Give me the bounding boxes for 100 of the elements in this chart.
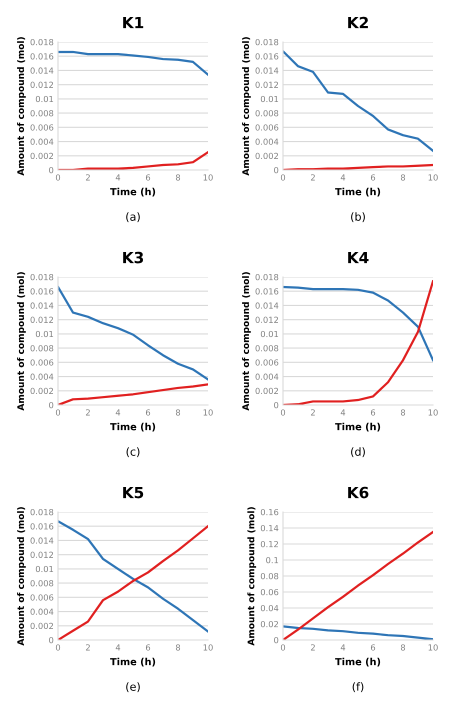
y-tick-label: 0.002 (256, 388, 278, 394)
x-tick-label: 8 (176, 409, 180, 416)
y-tick-label: 0.002 (30, 152, 53, 160)
y-tick-label: 0.014 (30, 67, 54, 74)
y-tick-label: 0.014 (256, 302, 278, 309)
x-tick-label: 6 (146, 174, 150, 181)
x-tick-label: 4 (340, 644, 346, 650)
y-tick-label: 0.01 (260, 330, 278, 338)
line-series (58, 50, 208, 76)
text: (e) (126, 682, 140, 692)
line-series (283, 50, 433, 152)
y-tick-label: 0.01 (36, 566, 54, 572)
line-series (283, 286, 433, 362)
y-tick-label: 0.006 (256, 359, 278, 366)
x-axis-title: Time (h) (335, 422, 380, 432)
y-tick-label: 0.01 (36, 330, 54, 338)
y-tick-label: 0.002 (30, 622, 53, 630)
y-tick-label: 0 (49, 402, 54, 408)
x-axis-title: Time (h) (110, 422, 156, 432)
y-axis-title: Amount of compound (mol) (17, 272, 26, 411)
y-tick-label: 0 (274, 402, 278, 408)
x-tick-label: 2 (310, 174, 315, 180)
y-tick-label: 0.004 (256, 138, 278, 145)
y-tick-label: 0.004 (30, 608, 54, 615)
text: (a) (126, 212, 140, 222)
y-tick-label: 0.012 (256, 316, 278, 323)
y-tick-label: 0.016 (30, 288, 54, 295)
y-axis-title: Amount of compound (mol) (17, 37, 26, 176)
y-tick-label: 0.004 (256, 374, 278, 380)
y-tick-label: 0.008 (30, 580, 54, 586)
x-tick-label: 2 (86, 174, 90, 180)
x-tick-label: 6 (146, 644, 150, 651)
y-tick-label: 0.016 (256, 53, 278, 60)
y-tick-label: 0.018 (256, 38, 278, 46)
y-axis-title: Amount of compound (mol) (242, 272, 251, 411)
x-tick-label: 0 (56, 174, 60, 181)
x-tick-label: 10 (428, 409, 438, 416)
y-tick-label: 0.006 (256, 124, 278, 131)
y-tick-label: 0.014 (30, 302, 54, 309)
x-tick-label: 0 (56, 409, 60, 416)
x-tick-label: 0 (280, 174, 286, 181)
y-axis-title: Amount of compound (mol) (242, 37, 251, 176)
chart-title: K1 (123, 16, 144, 28)
x-axis-title: Time (h) (110, 188, 156, 196)
x-tick-label: 10 (204, 174, 213, 181)
y-tick-label: 0.018 (256, 274, 278, 280)
text: (c) (126, 447, 140, 458)
y-tick-label: 0 (49, 636, 54, 644)
x-tick-label: 8 (400, 644, 406, 651)
x-tick-label: 6 (370, 174, 376, 181)
y-tick-label: 0 (274, 166, 278, 174)
x-tick-label: 6 (370, 409, 376, 416)
x-tick-label: 8 (400, 409, 406, 416)
chart-title: K4 (348, 252, 369, 264)
text: (d) (351, 447, 365, 458)
x-tick-label: 4 (116, 644, 120, 650)
y-tick-label: 0.008 (30, 110, 54, 116)
y-tick-label: 0 (274, 636, 278, 644)
text: (f) (352, 682, 364, 692)
y-tick-label: 0.016 (30, 523, 54, 530)
y-tick-label: 0.008 (256, 345, 278, 352)
y-tick-label: 0.018 (30, 508, 54, 516)
y-tick-label: 0.008 (30, 345, 54, 352)
y-tick-label: 0.04 (260, 604, 278, 612)
x-tick-label: 2 (310, 644, 315, 650)
x-tick-label: 4 (116, 174, 120, 180)
y-tick-label: 0.008 (256, 110, 278, 116)
y-tick-label: 0.14 (260, 524, 278, 532)
x-tick-label: 10 (428, 174, 438, 181)
y-tick-label: 0.16 (260, 508, 278, 516)
y-tick-label: 0.01 (36, 96, 54, 102)
y-tick-label: 0.1 (266, 556, 278, 564)
x-tick-label: 2 (310, 409, 315, 416)
x-tick-label: 8 (176, 644, 180, 651)
x-axis-title: Time (h) (335, 188, 380, 196)
line-series (283, 280, 433, 405)
line-series (58, 286, 208, 381)
x-axis-title: Time (h) (110, 658, 156, 666)
x-tick-label: 10 (428, 644, 438, 651)
y-tick-label: 0.004 (30, 138, 54, 145)
y-tick-label: 0.014 (30, 537, 54, 544)
x-tick-label: 8 (176, 174, 180, 181)
y-tick-label: 0.006 (30, 359, 54, 366)
y-tick-label: 0.06 (260, 588, 278, 596)
x-axis-title: Time (h) (335, 658, 380, 666)
y-tick-label: 0 (49, 166, 54, 174)
y-axis-title: Amount of compound (mol) (17, 507, 26, 646)
y-tick-label: 0.006 (30, 594, 54, 601)
y-tick-label: 0.08 (260, 572, 278, 580)
y-tick-label: 0.004 (30, 374, 54, 380)
chart-title: K3 (123, 252, 144, 264)
y-tick-label: 0.02 (260, 620, 278, 628)
x-tick-label: 10 (204, 409, 213, 416)
y-tick-label: 0.016 (256, 288, 278, 295)
x-tick-label: 0 (280, 644, 286, 651)
y-tick-label: 0.01 (260, 96, 278, 102)
x-tick-label: 8 (400, 174, 406, 181)
y-tick-label: 0.018 (30, 38, 54, 46)
y-tick-label: 0.006 (30, 124, 54, 131)
y-tick-label: 0.002 (256, 152, 278, 160)
